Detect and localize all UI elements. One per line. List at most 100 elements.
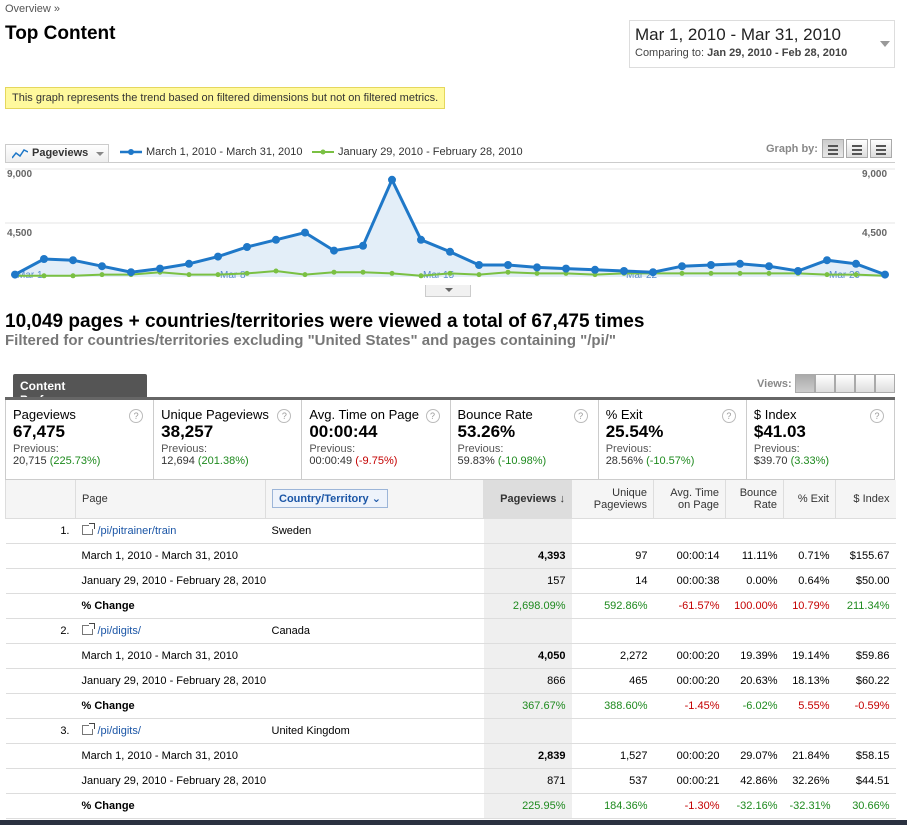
metric-cell: 19.14%: [783, 643, 836, 669]
page-link[interactable]: /pi/pitrainer/train: [97, 524, 177, 537]
help-icon[interactable]: ?: [129, 409, 144, 423]
scorecard: Unique Pageviews 38,257 Previous: 12,694 (2…: [154, 400, 303, 479]
data-point-previous: [737, 270, 743, 276]
metric-cell: -32.31%: [783, 793, 836, 819]
header-country[interactable]: Country/Territory ⌄: [265, 480, 484, 519]
help-icon[interactable]: ?: [277, 409, 292, 423]
metric-cell: 4,050: [483, 643, 572, 669]
table-row: March 1, 2010 - March 31, 2010 2,839 1,527…: [5, 743, 896, 769]
comparison-view-icon[interactable]: [855, 374, 875, 393]
metric-cell: -6.02%: [725, 693, 784, 719]
y-tick-left-mid: 4,500: [7, 228, 33, 239]
page-link[interactable]: /pi/digits/: [97, 624, 141, 637]
metric-cell: 20.63%: [725, 668, 784, 694]
chart-collapse-handle[interactable]: [425, 285, 471, 297]
page-cell[interactable]: /pi/digits/: [75, 618, 266, 644]
data-point-previous: [186, 272, 192, 278]
table-row: January 29, 2010 - February 28, 2010 866 4…: [5, 668, 896, 694]
scorecard-value: 00:00:44: [309, 422, 378, 441]
metric-selector[interactable]: Pageviews: [5, 144, 109, 162]
metric-cell: 1,527: [571, 743, 654, 769]
data-point-current: [823, 256, 831, 265]
legend-current: March 1, 2010 - March 31, 2010: [120, 146, 303, 158]
row-number: 1.: [5, 518, 76, 544]
scorecard-name: $ Index: [753, 407, 797, 422]
help-icon[interactable]: ?: [721, 409, 736, 423]
data-point-previous: [215, 272, 221, 278]
metric-cell: $59.86: [835, 643, 896, 669]
scorecard-value: 67,475: [13, 422, 65, 441]
country-cell: Canada: [265, 618, 484, 644]
scorecard-previous-label: Previous:: [161, 443, 208, 455]
data-point-previous: [41, 273, 47, 279]
metric-cell: 0.71%: [783, 543, 836, 569]
header-unique[interactable]: Unique Pageviews: [571, 480, 654, 519]
data-point-previous: [766, 270, 772, 276]
content-table: Page Country/Territory ⌄ Pageviews ↓ Uni…: [5, 480, 896, 819]
metric-cell: 00:00:20: [653, 668, 726, 694]
help-icon[interactable]: ?: [870, 409, 885, 423]
metric-cell: 5.55%: [783, 693, 836, 719]
metric-cell: 0.64%: [783, 568, 836, 594]
popout-icon[interactable]: [81, 722, 95, 735]
data-point-current: [40, 255, 48, 263]
row-label: % Change: [75, 593, 484, 619]
scorecard: Bounce Rate 53.26% Previous: 59.83% (-10.98…: [451, 400, 599, 479]
scorecard-previous-value: 12,694: [161, 455, 195, 467]
scorecard-value: $41.03: [753, 422, 806, 441]
metric-cell: 10.79%: [783, 593, 836, 619]
help-icon[interactable]: ?: [425, 409, 440, 423]
chevron-down-icon[interactable]: [880, 41, 890, 47]
table-view-icon[interactable]: [795, 374, 815, 393]
graph-by-week-button[interactable]: [846, 139, 868, 158]
graph-by-month-button[interactable]: [870, 139, 892, 158]
graph-by-day-button[interactable]: [822, 139, 844, 158]
data-point-previous: [273, 268, 279, 274]
metric-cell: $155.67: [835, 543, 896, 569]
summary-headline: 10,049 pages + countries/territories wer…: [5, 311, 645, 332]
popout-icon[interactable]: [81, 622, 95, 635]
header-exit[interactable]: % Exit: [783, 480, 836, 519]
pie-view-icon[interactable]: [815, 374, 835, 393]
row-number: 2.: [5, 618, 76, 644]
data-point-current: [591, 265, 599, 274]
scorecard: % Exit 25.54% Previous: 28.56% (-10.57%)?: [599, 400, 747, 479]
performance-view-icon[interactable]: [835, 374, 855, 393]
metric-cell: $58.15: [835, 743, 896, 769]
metric-cell: 14: [571, 568, 654, 594]
graph-by-label: Graph by:: [766, 143, 818, 155]
filter-description: Filtered for countries/territories exclu…: [5, 332, 617, 349]
data-point-previous: [708, 270, 714, 276]
data-point-current: [388, 175, 396, 184]
data-point-current: [185, 259, 193, 268]
data-point-previous: [70, 273, 76, 279]
metric-cell: 00:00:20: [653, 743, 726, 769]
page-link[interactable]: /pi/digits/: [97, 724, 141, 737]
country-dimension-selector[interactable]: Country/Territory ⌄: [272, 489, 388, 509]
data-point-current: [504, 261, 512, 269]
page-cell[interactable]: /pi/pitrainer/train: [75, 518, 266, 544]
header-avg-time[interactable]: Avg. Time on Page: [653, 480, 726, 519]
scorecard-previous-value: 28.56%: [605, 455, 643, 467]
header-pageviews[interactable]: Pageviews ↓: [483, 480, 572, 519]
scorecard: $ Index $41.03 Previous: $39.70 (3.33%)?: [747, 400, 894, 479]
metric-cell: 211.34%: [835, 593, 896, 619]
breadcrumb[interactable]: Overview »: [5, 3, 61, 15]
x-tick-label: Mar 8: [220, 270, 246, 281]
help-icon[interactable]: ?: [573, 409, 588, 423]
header-page[interactable]: Page: [75, 480, 266, 519]
pivot-view-icon[interactable]: [875, 374, 895, 393]
table-row: January 29, 2010 - February 28, 2010 157 1…: [5, 568, 896, 594]
data-point-previous: [447, 270, 453, 276]
tab-content-performance[interactable]: Content Performance: [13, 374, 147, 407]
popout-icon[interactable]: [81, 522, 95, 535]
header-bounce[interactable]: Bounce Rate: [725, 480, 784, 519]
header-index-value[interactable]: $ Index: [835, 480, 896, 519]
scorecard-change: (-9.75%): [355, 455, 398, 467]
scorecard-previous-label: Previous:: [605, 443, 652, 455]
page-cell[interactable]: /pi/digits/: [75, 718, 266, 744]
date-range-picker[interactable]: Mar 1, 2010 - Mar 31, 2010 Comparing to:…: [629, 20, 895, 68]
data-point-current: [533, 263, 541, 272]
data-point-current: [417, 235, 425, 244]
trend-icon: [12, 149, 28, 159]
